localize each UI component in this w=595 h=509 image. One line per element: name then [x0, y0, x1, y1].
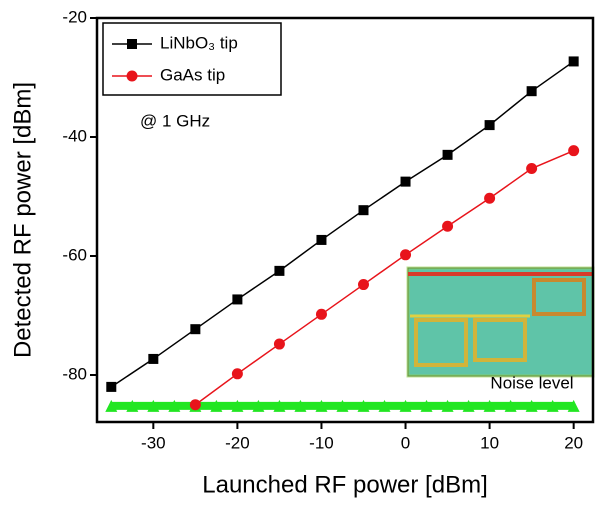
- point: [148, 354, 158, 364]
- point: [358, 279, 369, 290]
- point: [190, 399, 201, 410]
- point: [358, 205, 368, 215]
- y-tick-label: -40: [62, 126, 87, 145]
- point: [316, 235, 326, 245]
- legend-marker: [127, 39, 137, 49]
- x-tick-label: 20: [564, 433, 583, 452]
- y-axis-title: Detected RF power [dBm]: [9, 82, 36, 358]
- x-tick-label: -30: [141, 433, 166, 452]
- point: [527, 86, 537, 96]
- point: [232, 368, 243, 379]
- point: [401, 177, 411, 187]
- x-tick-label: -10: [309, 433, 334, 452]
- point: [443, 150, 453, 160]
- inset-image: [408, 268, 593, 376]
- x-tick-label: -20: [225, 433, 250, 452]
- y-tick-label: -20: [62, 7, 87, 26]
- point: [274, 339, 285, 350]
- point: [400, 249, 411, 260]
- legend-label: LiNbO₃ tip: [160, 33, 238, 52]
- point: [316, 309, 327, 320]
- y-tick-label: -80: [62, 364, 87, 383]
- annotation: @ 1 GHz: [140, 111, 210, 130]
- noise-label: Noise level: [490, 373, 573, 392]
- point: [274, 266, 284, 276]
- point: [484, 193, 495, 204]
- legend-label: GaAs tip: [160, 65, 225, 84]
- point: [232, 294, 242, 304]
- x-tick-label: 10: [480, 433, 499, 452]
- point: [190, 324, 200, 334]
- legend-marker: [127, 71, 138, 82]
- point: [526, 163, 537, 174]
- point: [569, 56, 579, 66]
- x-tick-label: 0: [401, 433, 410, 452]
- point: [485, 120, 495, 130]
- chart: Launched RF power [dBm] Detected RF powe…: [0, 0, 595, 504]
- point: [568, 145, 579, 156]
- y-tick-label: -60: [62, 245, 87, 264]
- point: [106, 382, 116, 392]
- x-axis-title: Launched RF power [dBm]: [202, 471, 487, 498]
- point: [442, 221, 453, 232]
